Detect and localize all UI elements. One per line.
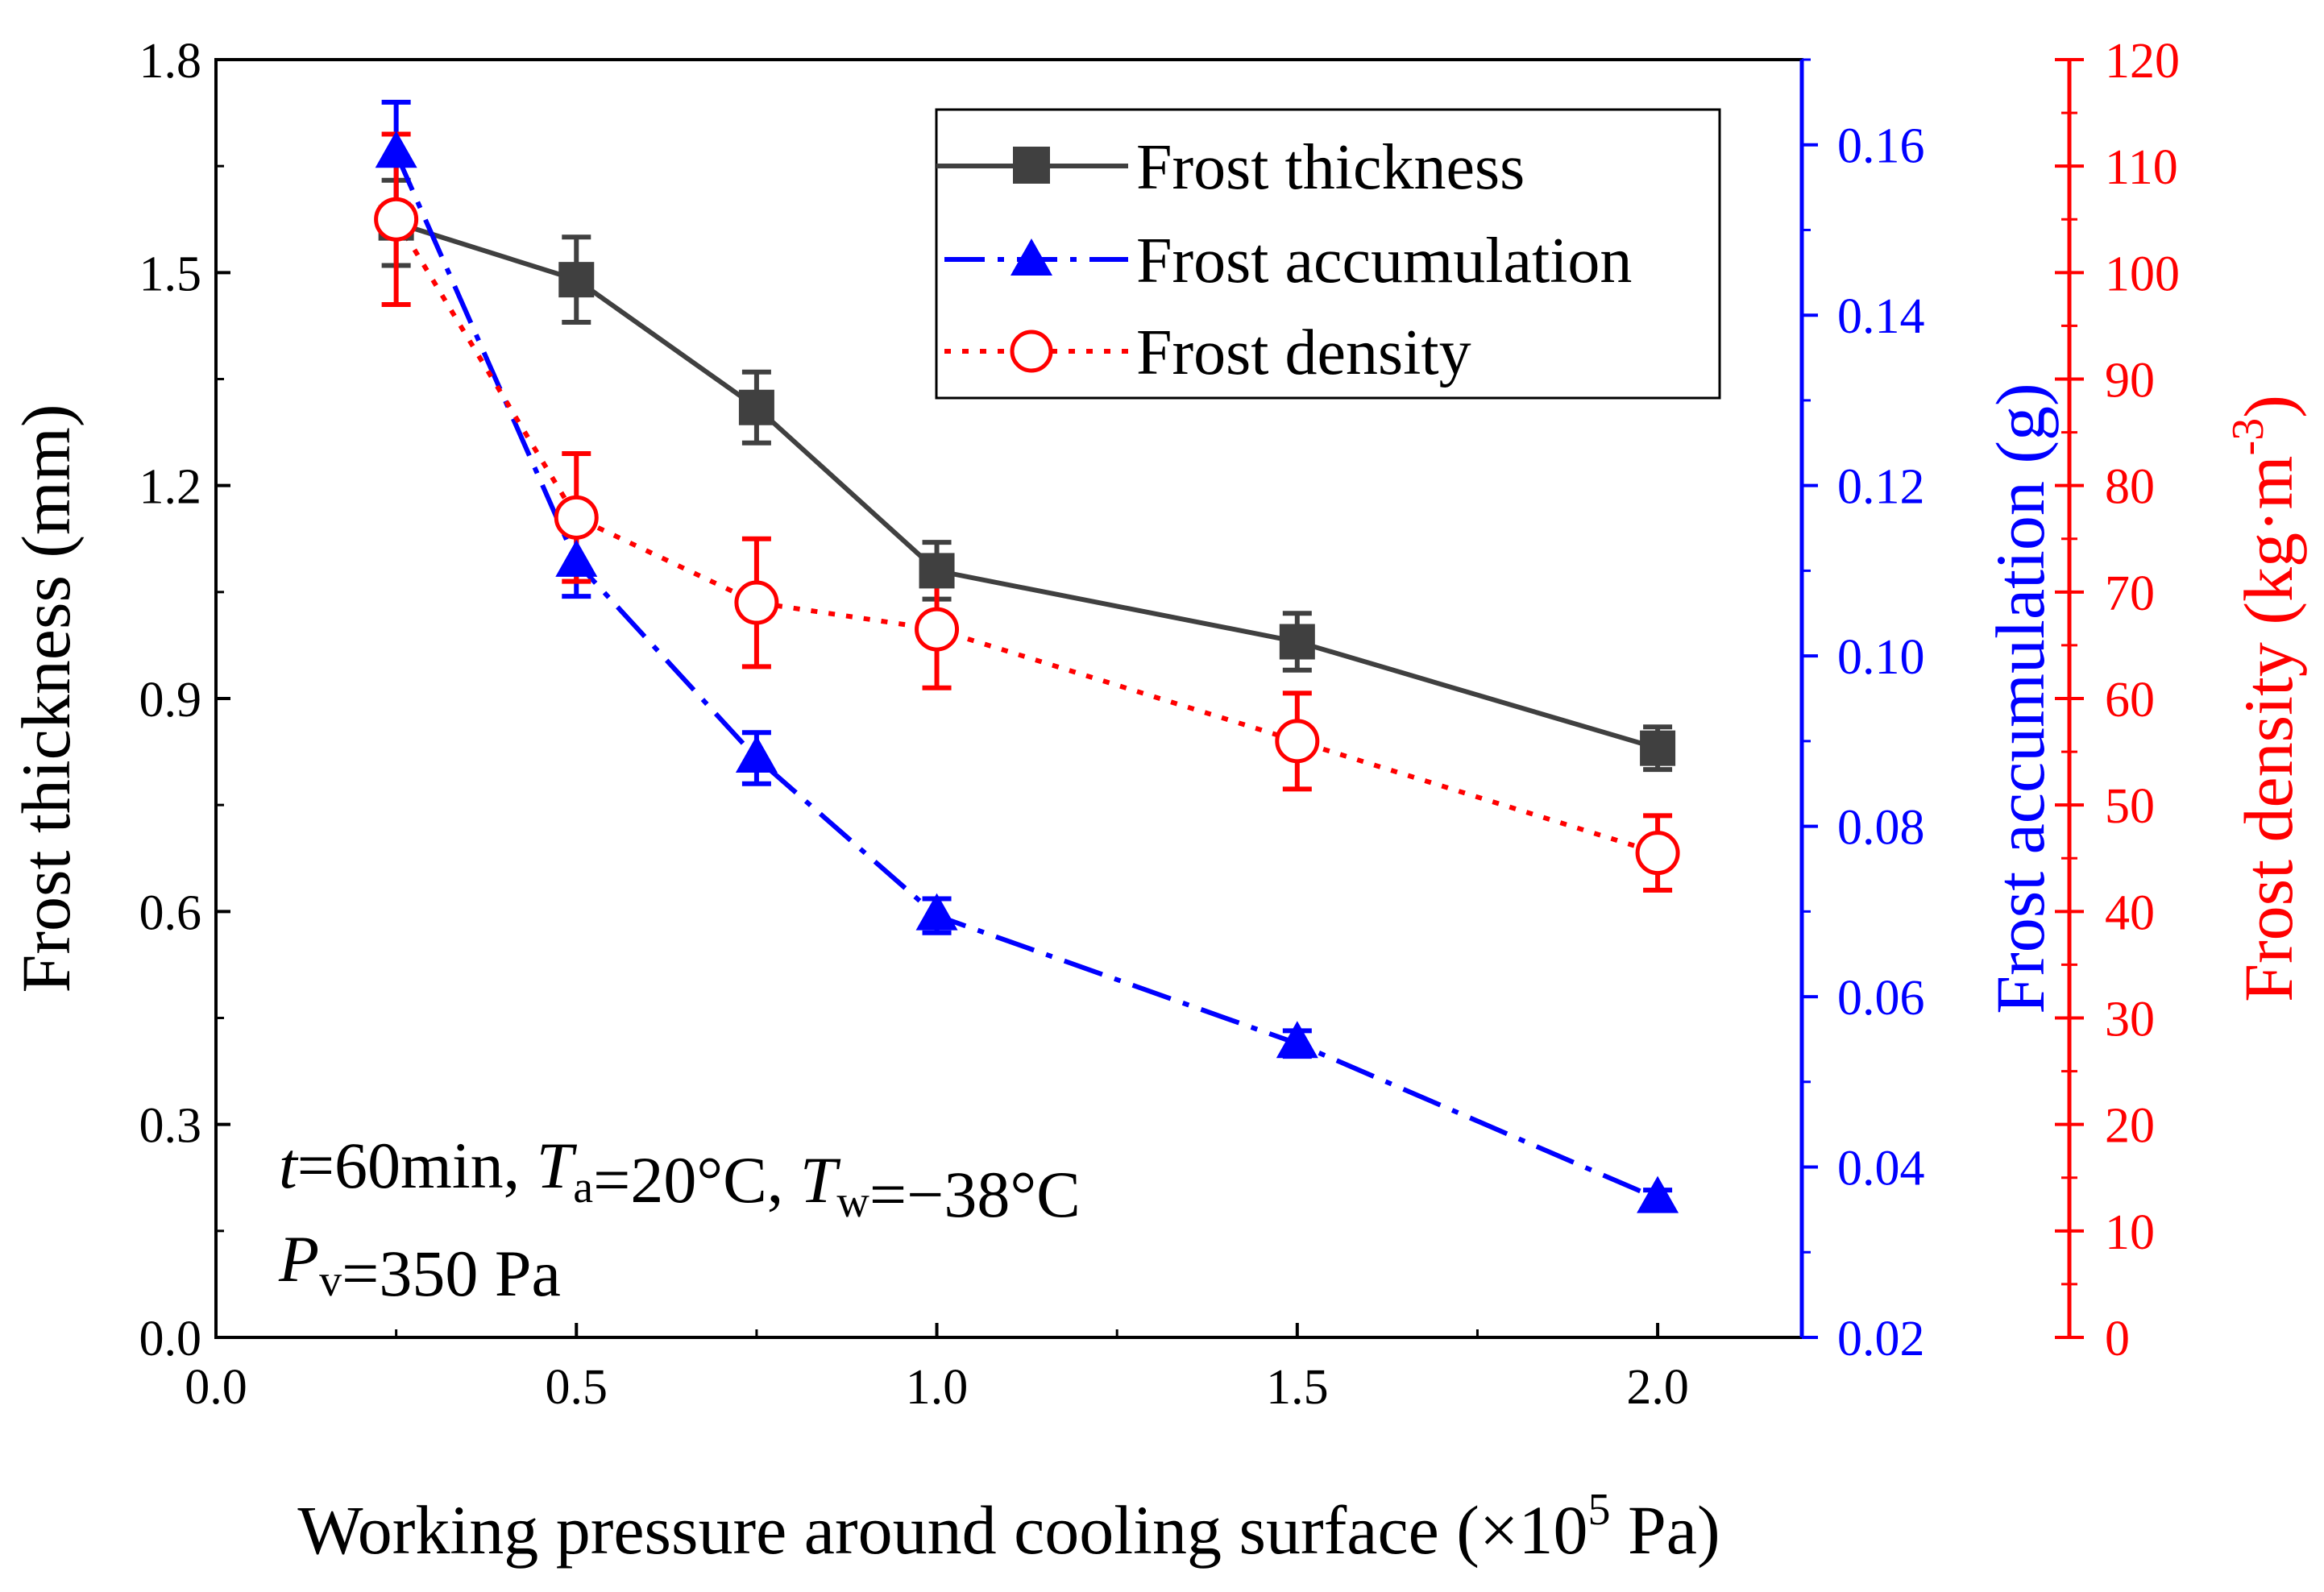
left-tick-label: 0.6 xyxy=(139,885,202,940)
frost-accumulation-point xyxy=(915,893,958,931)
annotation-fragment: =350 Pa xyxy=(342,1237,561,1310)
density-tick-label: 80 xyxy=(2105,460,2155,515)
density-axis-title-sup: -3 xyxy=(2223,418,2273,456)
frost-density-point xyxy=(734,580,779,625)
frost-density-point xyxy=(1275,719,1320,764)
frost-thickness-point xyxy=(738,389,774,425)
accumulation-tick-label: 0.02 xyxy=(1837,1312,1925,1366)
density-tick-label: 110 xyxy=(2105,140,2178,195)
x-axis-title-post: Pa) xyxy=(1610,1491,1720,1569)
legend-label-density: Frost density xyxy=(1136,317,1471,388)
x-axis-title-pre: Working pressure around cooling surface … xyxy=(297,1491,1587,1569)
density-axis-title-pre: Frost density (kg·m xyxy=(2230,455,2307,1001)
frost-thickness-line xyxy=(395,220,1658,751)
left-tick-label: 1.8 xyxy=(139,34,202,89)
frost-thickness-point xyxy=(1640,730,1676,766)
left-tick-label: 0.0 xyxy=(139,1312,202,1366)
annotation-fragment: T xyxy=(800,1143,841,1217)
conditions-annotation-line1: t=60min, Ta=20°C, Tw=−38°C xyxy=(279,1129,1081,1231)
left-tick-label: 0.3 xyxy=(139,1099,202,1154)
density-tick-label: 90 xyxy=(2105,354,2155,408)
frost-density-point xyxy=(554,495,599,540)
frost-density-point xyxy=(374,197,419,242)
left-tick-label: 0.9 xyxy=(139,673,202,728)
left-tick-label: 1.5 xyxy=(139,247,202,301)
annotation-fragment: v xyxy=(319,1256,342,1306)
frost-thickness-point xyxy=(1279,624,1315,660)
accumulation-tick-label: 0.16 xyxy=(1837,119,1925,174)
density-tick-label: 0 xyxy=(2105,1312,2130,1366)
frost-density-point xyxy=(1635,831,1680,876)
x-axis: 0.0 0.5 1.0 1.5 2.0 xyxy=(185,1323,1689,1415)
legend-marker-accumulation xyxy=(1011,238,1052,276)
annotation-fragment: =60min, xyxy=(297,1129,537,1202)
frost-accumulation-point xyxy=(1637,1175,1679,1213)
left-tick-label: 1.2 xyxy=(139,460,202,515)
accumulation-axis: 0.02 0.04 0.06 0.08 0.10 0.12 0.14 0.16 xyxy=(1799,58,1925,1366)
annotation-fragment: =20°C, xyxy=(593,1143,800,1217)
x-tick-label: 1.5 xyxy=(1266,1360,1329,1415)
density-tick-label: 10 xyxy=(2105,1205,2155,1260)
legend-label-accumulation: Frost accumulation xyxy=(1136,226,1632,296)
density-tick-label: 20 xyxy=(2105,1099,2155,1154)
density-tick-label: 60 xyxy=(2105,673,2155,728)
annotation-fragment: t xyxy=(279,1129,299,1202)
x-axis-title: Working pressure around cooling surface … xyxy=(297,1485,1720,1569)
frost-thickness-point xyxy=(919,553,955,589)
annotation-fragment: a xyxy=(573,1163,593,1213)
frost-density-point xyxy=(915,607,960,652)
density-tick-label: 40 xyxy=(2105,885,2155,940)
accumulation-tick-label: 0.10 xyxy=(1837,630,1925,685)
density-axis-title-post: ) xyxy=(2230,395,2307,418)
x-tick-label: 0.0 xyxy=(185,1360,247,1415)
accumulation-tick-label: 0.08 xyxy=(1837,801,1925,856)
accumulation-tick-label: 0.06 xyxy=(1837,971,1925,1026)
accumulation-axis-title: Frost accumulation (g) xyxy=(1982,383,2059,1014)
frost-thickness-point xyxy=(558,262,595,298)
x-tick-label: 2.0 xyxy=(1626,1360,1689,1415)
density-axis-title: Frost density (kg·m-3) xyxy=(2223,395,2307,1002)
frost-accumulation-line xyxy=(393,152,1659,1201)
accumulation-tick-label: 0.12 xyxy=(1837,460,1925,515)
x-axis-title-sup: 5 xyxy=(1587,1485,1610,1535)
series-layer xyxy=(374,99,1680,1213)
accumulation-tick-label: 0.04 xyxy=(1837,1142,1925,1196)
left-axis: 0.0 0.3 0.6 0.9 1.2 1.5 1.8 xyxy=(139,34,230,1366)
annotation-fragment: w xyxy=(836,1177,869,1227)
x-tick-label: 1.0 xyxy=(906,1360,969,1415)
legend-marker-density xyxy=(1010,330,1053,373)
frost-accumulation-point xyxy=(1276,1021,1318,1059)
conditions-annotation-line2: Pv=350 Pa xyxy=(278,1222,561,1310)
density-tick-label: 30 xyxy=(2105,993,2155,1047)
legend-marker-thickness xyxy=(1013,147,1050,184)
x-tick-label: 0.5 xyxy=(546,1360,608,1415)
left-axis-title: Frost thickness (mm) xyxy=(7,404,85,993)
legend-item-thickness: Frost thickness xyxy=(936,132,1525,203)
legend-label-thickness: Frost thickness xyxy=(1136,132,1525,203)
accumulation-tick-label: 0.14 xyxy=(1837,289,1925,344)
frost-density-line xyxy=(394,218,1658,856)
frost-accumulation-point xyxy=(735,736,778,773)
density-axis: 0 10 20 30 40 50 60 70 80 90 100 110 120 xyxy=(2055,34,2180,1366)
legend-item-accumulation: Frost accumulation xyxy=(944,226,1632,296)
legend-box xyxy=(935,108,1721,400)
frost-accumulation-point xyxy=(555,539,598,577)
legend: Frost thickness Frost accumulation Frost… xyxy=(935,108,1721,400)
density-tick-label: 100 xyxy=(2105,247,2180,301)
legend-item-density: Frost density xyxy=(944,317,1471,388)
frost-accumulation-point xyxy=(375,131,417,168)
annotation-fragment: T xyxy=(537,1129,578,1202)
annotation-fragment: =−38°C xyxy=(869,1158,1081,1231)
density-tick-label: 70 xyxy=(2105,566,2155,621)
annotation-fragment: P xyxy=(278,1222,319,1296)
density-tick-label: 120 xyxy=(2105,34,2180,89)
density-tick-label: 50 xyxy=(2105,779,2155,834)
